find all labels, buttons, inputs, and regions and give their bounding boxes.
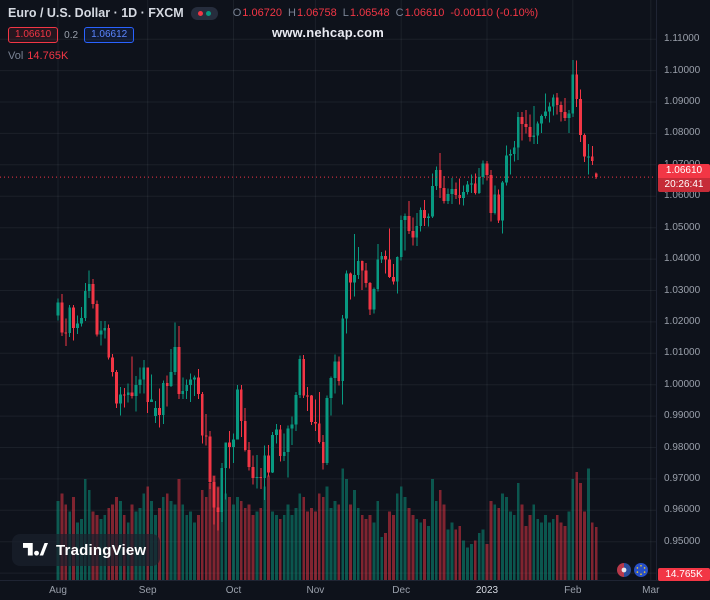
current-price-badge: 1.06610 20:26:41 (658, 164, 710, 193)
watermark: www.nehcap.com (271, 25, 385, 40)
ohlc-values: O 1.06720 H 1.06758 L 1.06548 C 1.06610 -0.0… (227, 7, 539, 19)
candles-layer (56, 60, 598, 531)
price-axis-label: 0.95000 (664, 535, 701, 547)
time-axis-label: 2023 (475, 585, 499, 596)
economic-events (617, 563, 648, 577)
price-axis-label: 1.03000 (664, 284, 701, 296)
high-value: 1.06758 (297, 7, 337, 19)
red-dot-icon (197, 10, 203, 16)
time-axis-label: Sep (138, 585, 157, 596)
price-axis-label: 1.11000 (664, 33, 700, 45)
price-axis-label: 1.05000 (664, 221, 701, 233)
volume-readout: Vol 14.765K (8, 50, 538, 62)
volume-label: Vol (8, 50, 24, 62)
price-axis-label: 1.09000 (664, 96, 701, 107)
price-axis-label: 1.01000 (664, 347, 701, 359)
spread-value: 0.2 (64, 29, 79, 41)
us-event-icon[interactable] (617, 563, 631, 577)
price-axis-label: 1.04000 (664, 253, 701, 265)
price-axis-label: 1.02000 (664, 315, 701, 327)
time-axis-label: Nov (306, 585, 325, 596)
time-axis-label: Feb (564, 585, 582, 596)
price-axis-label: 1.06000 (664, 190, 701, 202)
price-axis-label: 1.00000 (664, 378, 701, 390)
time-axis[interactable]: Aug Sep Oct Nov Dec 2023 Feb Mar (0, 580, 710, 600)
volume-value: 14.765K (27, 50, 69, 62)
time-axis-label: Mar (642, 585, 660, 596)
change-value: -0.00110 (-0.10%) (450, 7, 539, 19)
green-dot-icon (205, 10, 211, 16)
time-axis-label: Oct (225, 585, 242, 596)
volume-axis-badge: 14.765K (658, 568, 710, 581)
time-axis-label: Aug (49, 585, 67, 596)
candlestick-chart[interactable] (0, 0, 656, 580)
close-label: C (395, 7, 404, 19)
tradingview-logo-text: TradingView (56, 541, 147, 559)
close-value: 1.06610 (404, 7, 445, 19)
current-price-value: 1.06610 (665, 165, 703, 177)
chart-legend: Euro / U.S. Dollar · 1D · FXCM O 1.06720 … (8, 6, 538, 62)
sell-button[interactable]: 1.06610 (8, 27, 59, 43)
price-axis-label: 0.96000 (664, 504, 701, 516)
price-axis-label: 0.98000 (664, 441, 701, 453)
eu-event-icon[interactable] (634, 563, 648, 577)
buy-button[interactable]: 1.06612 (84, 27, 135, 43)
open-value: 1.06720 (242, 7, 283, 19)
symbol-title[interactable]: Euro / U.S. Dollar · 1D · FXCM (8, 6, 184, 20)
bar-countdown: 20:26:41 (658, 178, 710, 193)
price-axis-label: 1.10000 (664, 64, 701, 76)
low-value: 1.06548 (349, 7, 390, 19)
price-axis-label: 0.99000 (664, 410, 701, 422)
price-axis-label: 1.08000 (664, 127, 701, 139)
tradingview-logo[interactable]: TradingView (12, 534, 161, 566)
tradingview-mark-icon (23, 543, 48, 556)
price-axis-label: 0.97000 (664, 472, 701, 484)
open-label: O (232, 7, 242, 19)
price-axis[interactable]: 1.110001.100001.090001.080001.070001.060… (656, 0, 710, 581)
legend-toggle[interactable] (190, 6, 218, 20)
high-label: H (288, 7, 296, 19)
chart-canvas[interactable]: www.nehcap.com Euro / U.S. Dollar · 1D ·… (0, 0, 656, 580)
low-label: L (342, 7, 349, 19)
time-axis-label: Dec (392, 585, 411, 596)
